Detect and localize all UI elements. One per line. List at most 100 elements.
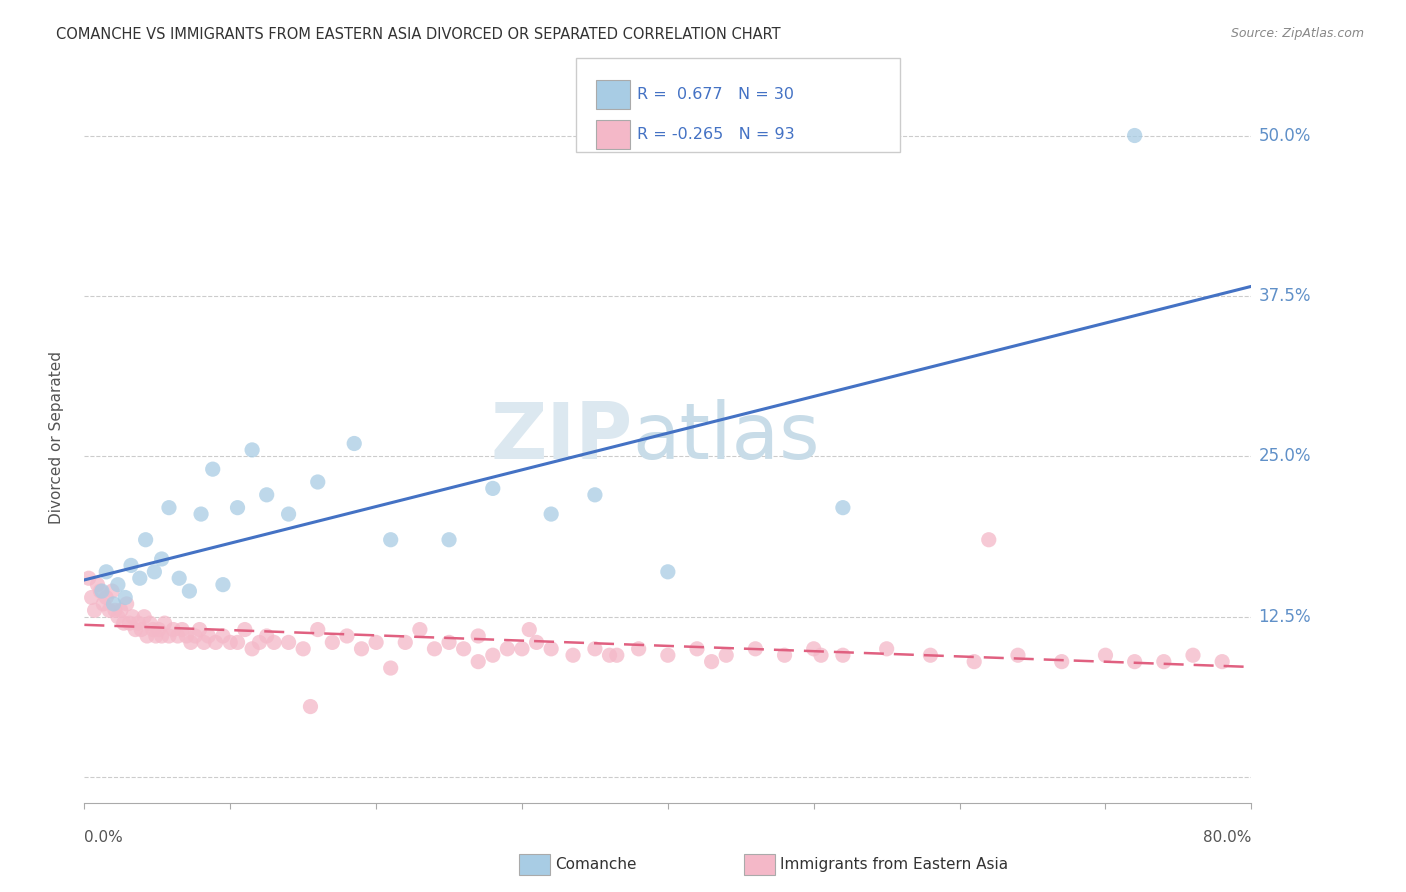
Point [467, 655, 489, 669]
Point [83, 603, 105, 617]
Point [307, 623, 329, 637]
Y-axis label: Divorced or Separated: Divorced or Separated [49, 351, 63, 524]
Point [299, 699, 322, 714]
Point [1181, 648, 1204, 663]
Point [277, 507, 299, 521]
Point [467, 629, 489, 643]
Point [240, 442, 263, 457]
Point [204, 635, 226, 649]
Point [96, 565, 118, 579]
Point [190, 507, 212, 521]
Point [510, 641, 533, 656]
Text: 80.0%: 80.0% [1204, 830, 1251, 845]
Point [98, 603, 121, 617]
Point [437, 533, 460, 547]
Point [96, 591, 118, 605]
Point [115, 597, 138, 611]
Point [263, 635, 285, 649]
Point [1050, 655, 1073, 669]
Point [107, 609, 129, 624]
Point [380, 661, 402, 675]
Point [134, 609, 156, 624]
Point [481, 482, 505, 496]
Point [810, 648, 832, 663]
Text: 37.5%: 37.5% [1258, 287, 1310, 305]
Point [686, 641, 709, 656]
Point [583, 488, 606, 502]
Point [240, 641, 263, 656]
Point [606, 648, 628, 663]
Point [112, 616, 135, 631]
Point [110, 603, 132, 617]
Text: 50.0%: 50.0% [1258, 127, 1310, 145]
Point [136, 629, 159, 643]
Point [1123, 128, 1146, 143]
Point [114, 591, 136, 605]
Point [423, 641, 446, 656]
Point [409, 623, 432, 637]
Point [153, 616, 176, 631]
Point [212, 577, 235, 591]
Point [101, 584, 124, 599]
Point [150, 552, 173, 566]
Point [103, 597, 125, 611]
Point [226, 635, 249, 649]
Point [212, 629, 235, 643]
Point [977, 533, 1000, 547]
Point [343, 436, 366, 450]
Point [150, 629, 173, 643]
Point [920, 648, 942, 663]
Point [167, 571, 190, 585]
Point [496, 641, 519, 656]
Point [127, 616, 149, 631]
Point [437, 635, 460, 649]
Point [120, 558, 142, 573]
Point [716, 648, 738, 663]
Point [193, 635, 215, 649]
Point [657, 565, 679, 579]
Point [599, 648, 621, 663]
Point [219, 635, 242, 649]
Point [256, 488, 278, 502]
Point [143, 565, 166, 579]
Point [176, 629, 198, 643]
Text: Immigrants from Eastern Asia: Immigrants from Eastern Asia [780, 857, 1008, 871]
Point [90, 584, 112, 599]
Point [249, 635, 271, 649]
Point [540, 507, 562, 521]
Point [380, 533, 402, 547]
Point [394, 635, 416, 649]
Text: Comanche: Comanche [555, 857, 637, 871]
Point [89, 584, 111, 599]
Text: R = -0.265   N = 93: R = -0.265 N = 93 [637, 127, 794, 142]
Point [803, 641, 825, 656]
Point [121, 609, 143, 624]
Text: R =  0.677   N = 30: R = 0.677 N = 30 [637, 87, 794, 103]
Point [107, 577, 129, 591]
Point [188, 623, 211, 637]
Text: ZIP: ZIP [491, 399, 633, 475]
Point [517, 623, 540, 637]
Point [166, 629, 188, 643]
Point [876, 641, 898, 656]
Point [233, 623, 256, 637]
Point [657, 648, 679, 663]
Point [256, 629, 278, 643]
Text: 25.0%: 25.0% [1258, 447, 1310, 466]
Point [832, 500, 855, 515]
Point [197, 629, 219, 643]
Point [142, 623, 165, 637]
Point [148, 623, 170, 637]
Point [744, 641, 766, 656]
Point [80, 591, 103, 605]
Point [627, 641, 650, 656]
Point [91, 597, 114, 611]
Point [1153, 655, 1175, 669]
Point [1007, 648, 1029, 663]
Text: 0.0%: 0.0% [84, 830, 124, 845]
Point [129, 623, 152, 637]
Point [481, 648, 505, 663]
Point [292, 641, 315, 656]
Point [583, 641, 606, 656]
Point [540, 641, 562, 656]
